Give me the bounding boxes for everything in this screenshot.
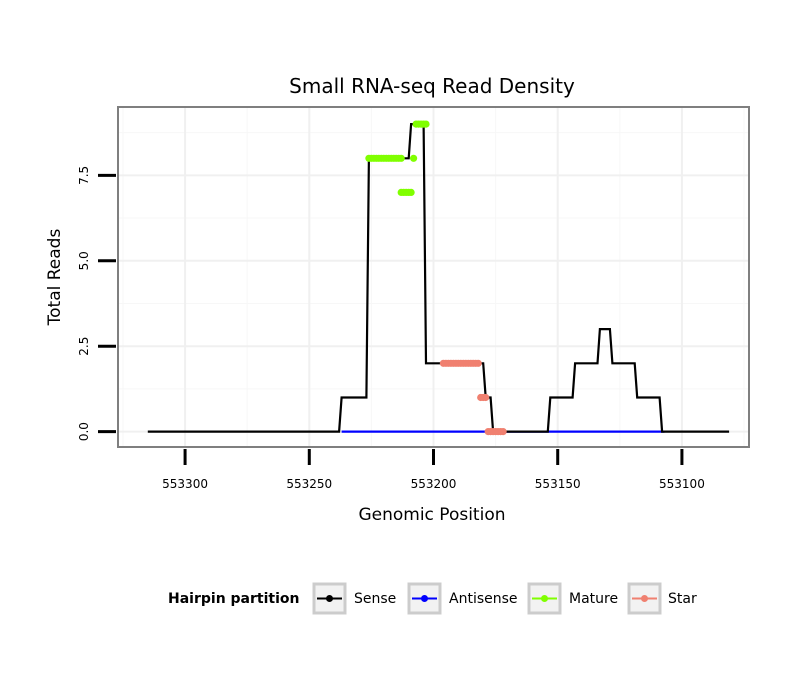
y-tick-label: 2.5 — [77, 337, 91, 356]
star-data-point — [482, 393, 490, 402]
legend: Hairpin partition Sense Antisense Mature St… — [168, 582, 697, 615]
x-tick-label: 553200 — [411, 477, 457, 491]
x-tick-label: 553150 — [535, 477, 581, 491]
y-tick-label: 0.0 — [77, 422, 91, 441]
y-axis-title: Total Reads — [45, 229, 65, 327]
legend-swatch-point-sense — [326, 595, 333, 602]
star-data-point — [474, 359, 482, 367]
chart-title: Small RNA-seq Read Density — [289, 74, 575, 98]
legend-label-star: Star — [668, 591, 697, 607]
legend-label-mature: Mature — [569, 591, 618, 607]
plot-border — [117, 106, 750, 448]
x-tick-label: 553300 — [162, 477, 208, 491]
legend-title: Hairpin partition — [168, 591, 299, 607]
x-tick-label: 553100 — [659, 477, 705, 491]
mature-data-point — [410, 154, 418, 162]
y-tick-label: 5.0 — [77, 251, 91, 270]
y-axis: 0.0 2.5 5.0 7.5 — [77, 166, 116, 441]
y-tick-label: 7.5 — [77, 166, 91, 185]
legend-label-antisense: Antisense — [449, 591, 518, 607]
mature-data-point — [407, 188, 415, 196]
mature-data-point — [422, 120, 430, 128]
x-axis: 553300 553250 553200 553150 553100 — [162, 449, 705, 491]
legend-swatch-point-star — [641, 595, 648, 602]
x-tick-label: 553250 — [286, 477, 332, 491]
x-axis-title: Genomic Position — [358, 505, 505, 525]
star-data-point — [499, 428, 507, 436]
series-layer — [147, 120, 730, 436]
mature-data-point — [397, 154, 405, 162]
grid — [118, 107, 749, 447]
sense-series-line — [147, 122, 730, 433]
legend-swatch-point-mature — [541, 595, 548, 602]
legend-label-sense: Sense — [354, 591, 396, 607]
legend-swatch-point-antisense — [421, 595, 428, 602]
